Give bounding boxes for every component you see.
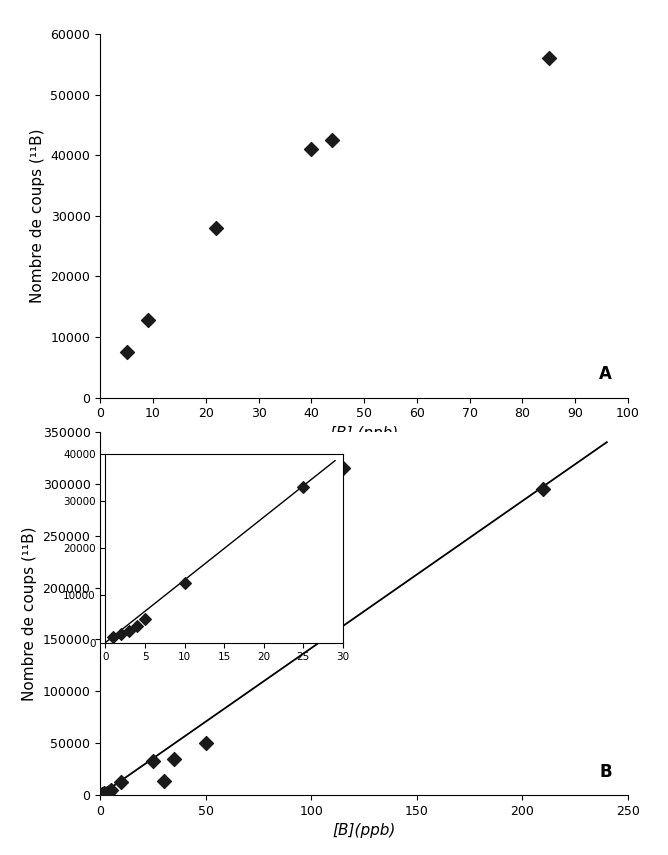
Text: B: B	[599, 763, 612, 781]
Point	[337, 461, 348, 475]
Point	[116, 775, 127, 789]
Point	[544, 51, 554, 65]
Point	[97, 787, 108, 801]
Point	[200, 736, 211, 750]
Point	[169, 752, 180, 766]
Point	[106, 783, 116, 797]
Y-axis label: Nombre de coups (¹¹B): Nombre de coups (¹¹B)	[22, 526, 37, 701]
Point	[538, 482, 549, 496]
Point	[140, 612, 150, 626]
Point	[148, 754, 158, 768]
Point	[142, 313, 153, 327]
Y-axis label: Nombre de coups (¹¹B): Nombre de coups (¹¹B)	[30, 128, 45, 304]
Point	[124, 624, 134, 638]
Point	[108, 630, 119, 644]
Point	[104, 785, 114, 799]
Point	[298, 480, 309, 493]
X-axis label: [B] (ppb): [B] (ppb)	[330, 426, 398, 441]
Point	[122, 345, 132, 359]
Point	[306, 143, 317, 156]
Point	[101, 786, 112, 799]
X-axis label: [B](ppb): [B](ppb)	[333, 823, 395, 839]
Point	[99, 787, 110, 800]
Point	[211, 221, 222, 235]
Point	[132, 619, 142, 633]
Point	[158, 774, 169, 787]
Point	[306, 617, 317, 631]
Point	[327, 133, 338, 147]
Text: A: A	[599, 365, 612, 383]
Point	[179, 576, 190, 590]
Point	[116, 628, 127, 641]
